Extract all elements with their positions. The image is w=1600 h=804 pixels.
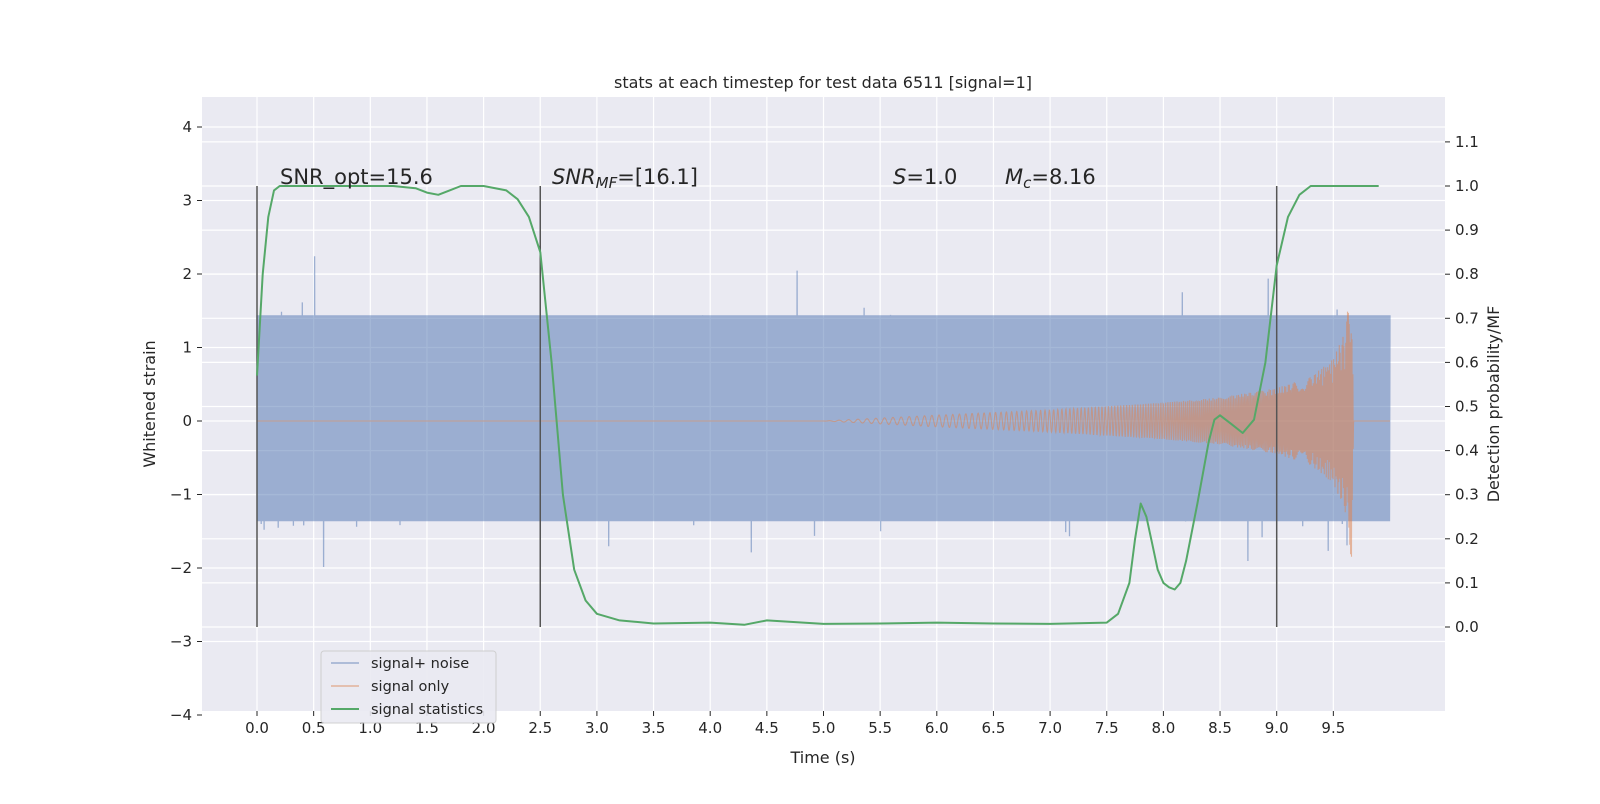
y-left-tick-label: 1	[182, 339, 192, 357]
s-value: =1.0	[906, 165, 957, 189]
legend-label-signal-statistics: signal statistics	[371, 702, 483, 718]
y-left-tick-label: −4	[170, 706, 192, 724]
x-tick-label: 4.0	[698, 719, 722, 737]
y-left-tick-label: −2	[170, 559, 192, 577]
y-axis-left-label: Whitened strain	[140, 340, 159, 467]
s-label: S	[893, 165, 906, 189]
y-right-tick-label: 0.5	[1455, 398, 1479, 416]
snr-opt-annotation: SNR_opt=15.6	[280, 165, 433, 190]
y-right-tick-label: 0.8	[1455, 265, 1479, 283]
snr-mf-label: SNR	[552, 165, 596, 189]
y-left-tick-label: 3	[182, 192, 192, 210]
x-tick-label: 6.5	[982, 719, 1006, 737]
y-right-tick-label: 1.0	[1455, 177, 1479, 195]
y-right-tick-label: 0.6	[1455, 353, 1479, 371]
y-right-tick-label: 0.7	[1455, 309, 1479, 327]
x-tick-label: 0.0	[245, 719, 269, 737]
mc-label: M	[1005, 165, 1023, 189]
legend-label-signal-noise: signal+ noise	[371, 656, 469, 672]
y-right-tick-label: 0.3	[1455, 486, 1479, 504]
x-tick-label: 6.0	[925, 719, 949, 737]
y-right-tick-label: 0.1	[1455, 574, 1479, 592]
y-left-tick-label: 0	[182, 412, 192, 430]
snr-mf-value: =[16.1]	[617, 165, 698, 189]
x-tick-label: 7.5	[1095, 719, 1119, 737]
x-tick-label: 5.5	[868, 719, 892, 737]
snr-mf-annotation: SNRMF=[16.1]	[552, 165, 698, 192]
x-tick-label: 9.0	[1265, 719, 1289, 737]
mc-value: =8.16	[1031, 165, 1095, 189]
x-tick-label: 2.5	[528, 719, 552, 737]
y-left-tick-label: 2	[182, 265, 192, 283]
s-annotation: S=1.0	[893, 165, 957, 189]
x-tick-label: 4.5	[755, 719, 779, 737]
x-tick-label: 8.5	[1208, 719, 1232, 737]
y-right-tick-label: 0.4	[1455, 442, 1479, 460]
x-tick-label: 9.5	[1321, 719, 1345, 737]
mc-annotation: Mc=8.16	[1005, 165, 1096, 192]
x-tick-label: 3.5	[642, 719, 666, 737]
y-left-tick-label: −1	[170, 486, 192, 504]
x-tick-label: 7.0	[1038, 719, 1062, 737]
x-axis-label: Time (s)	[789, 748, 855, 767]
y-right-tick-label: 1.1	[1455, 133, 1479, 151]
y-right-tick-label: 0.9	[1455, 221, 1479, 239]
x-tick-label: 8.0	[1151, 719, 1175, 737]
y-right-tick-label: 0.0	[1455, 618, 1479, 636]
y-right-tick-label: 0.2	[1455, 530, 1479, 548]
legend-label-signal-only: signal only	[371, 679, 450, 695]
x-tick-label: 5.0	[812, 719, 836, 737]
x-tick-label: 3.0	[585, 719, 609, 737]
legend: signal+ noise signal only signal statist…	[321, 651, 496, 723]
y-axis-right-label: Detection probability/MF	[1484, 306, 1503, 503]
chart-title: stats at each timestep for test data 651…	[614, 73, 1032, 92]
y-left-tick-label: 4	[182, 118, 192, 136]
snr-mf-subscript: MF	[596, 174, 618, 192]
y-left-tick-label: −3	[170, 633, 192, 651]
